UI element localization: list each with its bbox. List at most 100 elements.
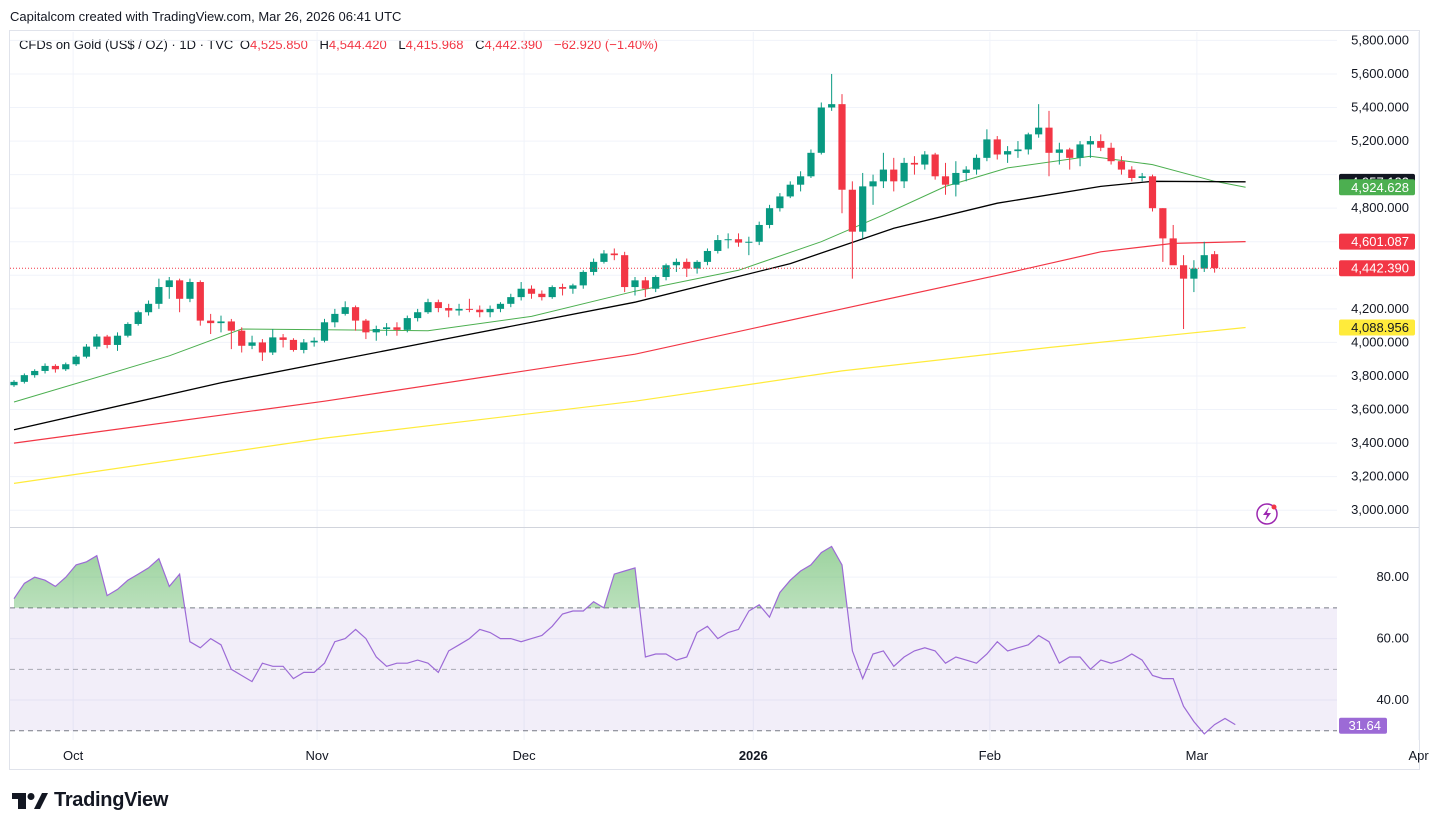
candle (31, 369, 39, 378)
price-tick-label: 5,400.000 (1351, 100, 1409, 115)
candle (828, 73, 836, 111)
candle-body (445, 308, 453, 311)
price-tag-label: 4,088.956 (1351, 320, 1409, 335)
candle-body (1190, 268, 1198, 279)
candle (41, 363, 49, 374)
candle (1190, 260, 1198, 293)
close-label: C (475, 37, 485, 52)
candle-body (890, 169, 898, 182)
lightning-icon (1256, 503, 1278, 525)
candle-body (1211, 254, 1219, 269)
price-tick-label: 5,800.000 (1351, 32, 1409, 47)
candle (465, 298, 473, 313)
candle-body (848, 189, 856, 232)
candle (921, 151, 929, 170)
candle (734, 233, 743, 247)
candle-body (1076, 144, 1084, 158)
candle (383, 323, 391, 336)
candle (972, 154, 981, 175)
candle-body (765, 208, 774, 225)
candle-body (155, 287, 163, 304)
lightning-icon-dot (1271, 504, 1277, 510)
tradingview-logo-icon (12, 792, 48, 809)
candle (62, 362, 70, 371)
candle (724, 233, 732, 249)
candle (82, 344, 91, 359)
candle-body (807, 152, 815, 177)
rsi-tag-label: 31.64 (1348, 718, 1381, 733)
candle-body (72, 356, 80, 365)
candle-body (569, 285, 577, 289)
candle-body (258, 342, 266, 353)
candle (1004, 146, 1012, 163)
candle-body (662, 265, 670, 277)
candle (838, 94, 846, 214)
candle-body (393, 327, 401, 330)
candle (983, 129, 991, 162)
candle-body (403, 318, 411, 330)
candle (238, 327, 246, 353)
candle (507, 293, 515, 308)
candle-body (558, 287, 567, 289)
candle-body (590, 261, 598, 272)
candle (579, 270, 587, 289)
candle (20, 373, 28, 384)
candle (517, 282, 525, 301)
candle-body (238, 330, 246, 346)
candle (1179, 255, 1188, 329)
candle (931, 152, 939, 180)
candle (714, 235, 722, 254)
time-tick-label: Mar (1186, 748, 1209, 763)
candle (403, 315, 411, 333)
price-tag: 4,442.390 (1339, 260, 1415, 277)
candle-body (1086, 141, 1094, 145)
candle-body (1200, 255, 1208, 269)
candle-body (134, 312, 142, 324)
candle-body (724, 239, 732, 241)
candle-body (734, 239, 743, 243)
rsi-tick-label: 60.00 (1376, 631, 1409, 646)
candle-body (983, 139, 991, 158)
candle-body (693, 261, 701, 269)
time-tick-label: 2026 (739, 748, 768, 763)
candle (1159, 208, 1167, 262)
candle-body (527, 288, 536, 294)
candle (569, 283, 577, 294)
candle-body (383, 327, 391, 329)
candle (103, 334, 111, 349)
candle-body (1169, 238, 1177, 266)
candle-body (269, 337, 277, 353)
candle (786, 181, 794, 199)
time-tick-label: Dec (513, 748, 537, 763)
candle-body (300, 342, 308, 350)
candle-body (631, 280, 639, 288)
candle-body (683, 261, 691, 269)
candle-body (1128, 169, 1136, 178)
candle (362, 318, 370, 340)
candle-body (817, 107, 825, 153)
candle (652, 275, 660, 293)
price-tag-label: 4,924.628 (1351, 180, 1409, 195)
candle (558, 283, 567, 296)
price-tick-label: 4,800.000 (1351, 200, 1409, 215)
candle (527, 285, 536, 299)
candle-body (941, 176, 950, 185)
candle-body (1024, 134, 1032, 150)
candle-body (931, 154, 939, 177)
chart-frame (9, 30, 1420, 770)
candle (1066, 147, 1074, 170)
candle (693, 260, 701, 274)
candle (962, 166, 970, 182)
candle (113, 332, 122, 351)
candle-body (1055, 149, 1063, 153)
tradingview-logo[interactable]: TradingView (12, 789, 168, 812)
candle (952, 161, 960, 197)
candle (869, 174, 877, 205)
candle-body (776, 196, 784, 209)
candle (351, 305, 360, 331)
candle-body (10, 381, 18, 386)
candle-body (621, 255, 629, 288)
candle-body (279, 337, 287, 340)
candle-body (20, 375, 28, 382)
